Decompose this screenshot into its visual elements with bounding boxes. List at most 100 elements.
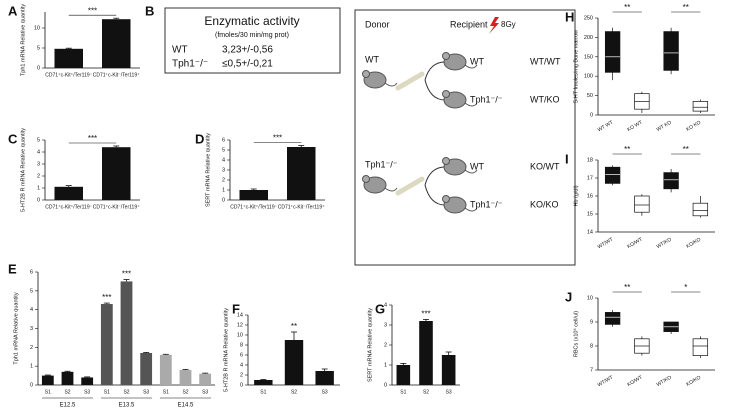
x-tick-label: KO WT (626, 120, 643, 133)
bone-icon (395, 176, 425, 196)
bar (120, 281, 133, 385)
x-tick-label: S1 (400, 389, 406, 395)
bar (179, 369, 192, 385)
arrow (424, 79, 446, 101)
mouse-icon (362, 175, 370, 183)
x-tick-label: WT/WT (597, 375, 615, 389)
arrow (424, 166, 446, 186)
y-tick-label: 2 (30, 345, 33, 351)
y-tick-label: 6 (240, 352, 243, 358)
y-tick-label: 12 (237, 322, 243, 328)
box (663, 31, 679, 71)
y-tick-label: 10 (34, 25, 40, 31)
significance-label: ** (683, 3, 689, 12)
y-axis-label: Hb (g/dl) (573, 185, 579, 206)
outcome-label: KO/KO (530, 199, 559, 209)
mouse-icon (443, 53, 467, 71)
bone-icon (395, 71, 425, 91)
y-tick-label: 0 (384, 382, 387, 388)
bar (239, 190, 268, 200)
panel-letter: H (565, 9, 574, 24)
significance-label: ** (291, 322, 297, 331)
table-cell: Tph1⁻/⁻ (172, 59, 208, 70)
y-tick-label: 1 (30, 364, 33, 370)
y-tick-label: 16 (587, 193, 593, 199)
box (692, 202, 709, 217)
donor-label: Tph1⁻/⁻ (365, 159, 398, 169)
y-tick-label: 5 (37, 137, 40, 143)
y-axis-label: 5-HT2B R mRNA Relative quantity (20, 128, 26, 212)
significance-label: *** (88, 134, 97, 143)
outcome-label: WT/KO (530, 94, 560, 104)
box (692, 338, 709, 356)
x-tick-label: CD71⁺c-Kit⁺/Ter119⁻ (230, 204, 277, 210)
y-tick-label: 3 (222, 167, 225, 173)
x-tick-label: KO/WT (626, 237, 643, 250)
box (663, 172, 679, 190)
table-cell: ≤0,5+/-0,21 (222, 59, 273, 70)
y-tick-label: 5 (222, 147, 225, 153)
x-tick-label: CD71⁺c-Kit⁻/Ter119⁺ (278, 204, 325, 210)
mouse-icon (443, 158, 467, 176)
x-tick-label: KO/KO (685, 375, 702, 388)
y-axis-label: Tph1 mRNA Relative quantity (20, 4, 26, 76)
x-tick-label: WT/KO (656, 237, 673, 250)
y-tick-label: 8 (240, 342, 243, 348)
y-tick-label: 4 (384, 302, 387, 308)
x-tick-label: CD71⁺c-Kit⁻/Ter119⁺ (93, 72, 140, 78)
y-tick-label: 0 (37, 197, 40, 203)
group-label: E12.5 (60, 403, 76, 409)
outcome-label: KO/WT (530, 161, 560, 171)
x-tick-label: WT/WT (597, 237, 615, 251)
y-tick-label: 2 (222, 177, 225, 183)
box (604, 166, 621, 184)
x-tick-label: S3 (143, 389, 149, 395)
mouse-icon (442, 157, 450, 165)
y-tick-label: 50 (587, 93, 593, 99)
x-tick-label: WT KO (656, 120, 673, 133)
x-tick-label: S1 (260, 389, 266, 395)
y-tick-label: 2 (37, 173, 40, 179)
diagram-box (354, 9, 576, 266)
enzyme-box (164, 7, 341, 74)
x-tick-label: CD71⁺c-Kit⁻/Ter119⁺ (93, 204, 140, 210)
bar (100, 304, 113, 385)
mouse-icon (362, 70, 370, 78)
y-tick-label: 7 (590, 367, 593, 373)
box (604, 31, 621, 73)
mouse-icon (443, 196, 467, 214)
mouse-icon (442, 195, 450, 203)
x-tick-label: KO/WT (626, 375, 643, 388)
y-tick-label: 0 (37, 65, 40, 71)
significance-label: * (684, 283, 687, 292)
y-tick-label: 3 (384, 322, 387, 328)
significance-label: *** (122, 270, 131, 279)
panel-letter: B (145, 3, 154, 18)
bar (140, 352, 153, 385)
mouse-icon (363, 176, 387, 194)
bar (102, 19, 131, 68)
panel-letter: D (195, 131, 204, 146)
panel-letter: I (565, 151, 569, 166)
y-axis-label: Tph1 mRNA Relative quantity (13, 292, 19, 364)
y-tick-label: 6 (30, 269, 33, 275)
bar (81, 377, 94, 385)
mouse-icon (363, 71, 387, 89)
significance-label: ** (683, 145, 689, 154)
x-tick-label: S3 (202, 389, 208, 395)
x-tick-label: S1 (104, 389, 110, 395)
bar (254, 380, 273, 385)
y-tick-label: 3 (37, 161, 40, 167)
recipient-label: WT (470, 56, 484, 66)
y-axis-label: SERT mRNA Relative quantity (205, 133, 211, 207)
panel-letter: E (8, 261, 17, 276)
bar (61, 371, 74, 385)
mouse-tail (464, 102, 478, 107)
y-tick-label: 250 (584, 15, 593, 21)
panel-letter: G (375, 301, 385, 316)
box (692, 101, 709, 112)
bar (159, 354, 172, 385)
x-tick-label: S2 (64, 389, 70, 395)
mouse-tail (384, 187, 398, 192)
box (604, 312, 621, 325)
